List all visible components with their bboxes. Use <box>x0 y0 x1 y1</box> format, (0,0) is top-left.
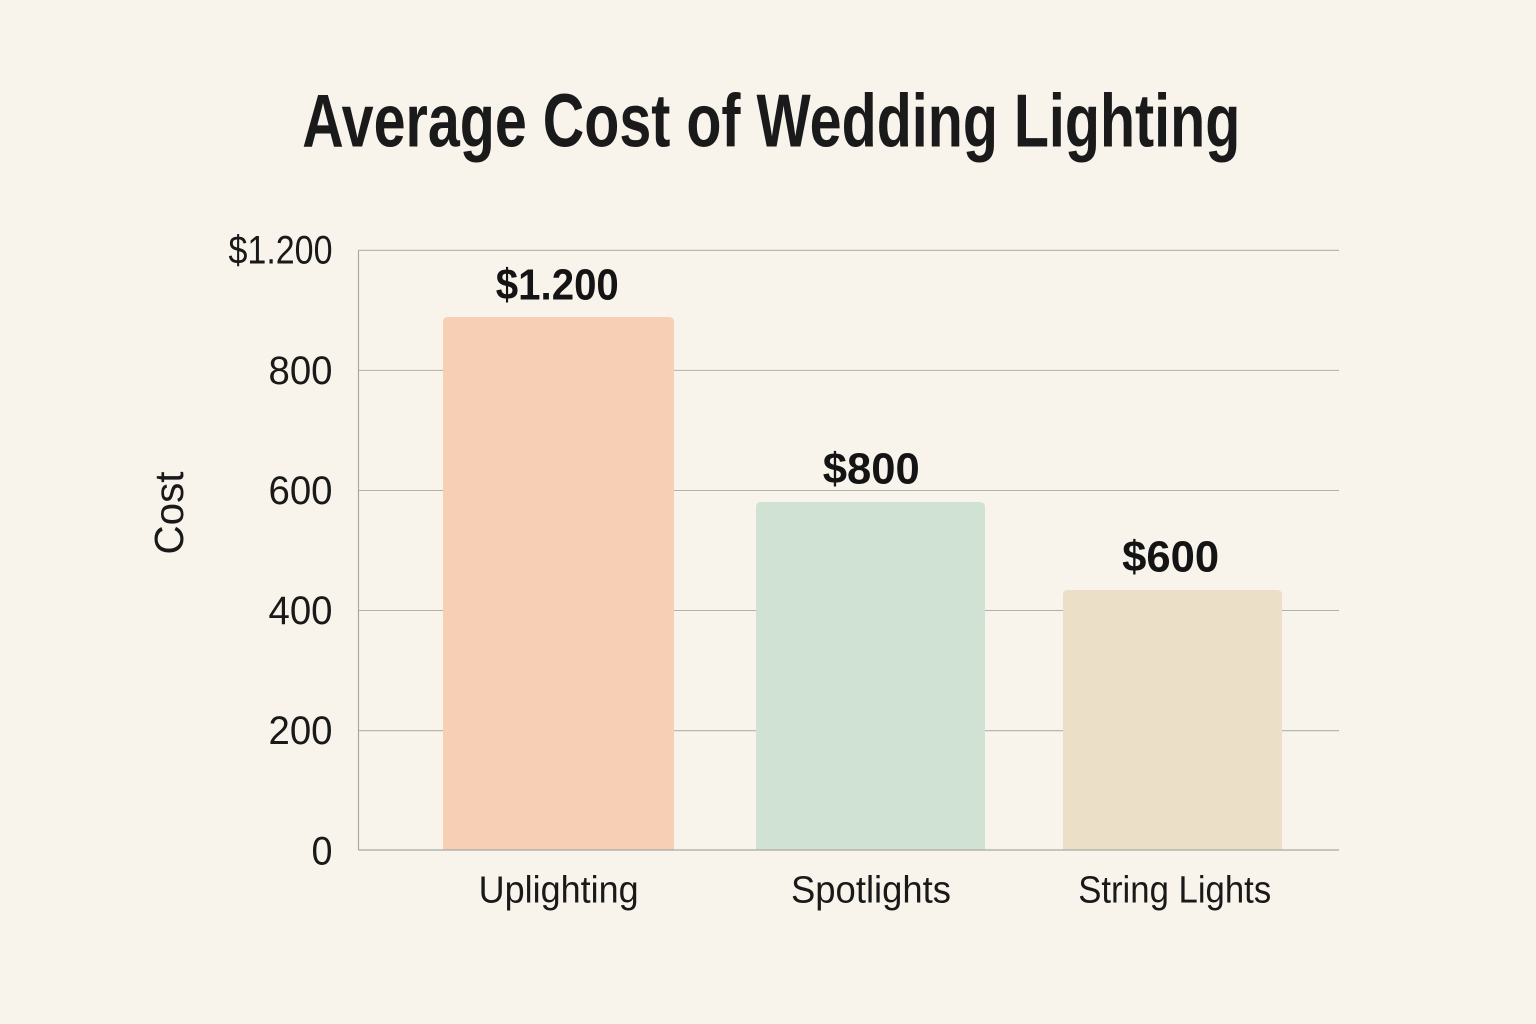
svg-text:0: 0 <box>312 829 333 873</box>
svg-text:$600: $600 <box>1122 533 1219 582</box>
svg-text:600: 600 <box>269 469 333 513</box>
svg-text:200: 200 <box>269 709 333 753</box>
svg-text:$1.200: $1.200 <box>229 229 333 273</box>
svg-text:800: 800 <box>269 349 333 393</box>
svg-text:$800: $800 <box>823 445 920 494</box>
svg-text:400: 400 <box>269 589 333 633</box>
svg-text:String Lights: String Lights <box>1078 870 1271 912</box>
svg-text:$1.200: $1.200 <box>496 261 619 310</box>
svg-text:Spotlights: Spotlights <box>791 870 951 912</box>
svg-text:Uplighting: Uplighting <box>479 870 639 912</box>
svg-text:Cost: Cost <box>146 471 192 555</box>
svg-text:Average Cost of Wedding Lighti: Average Cost of Wedding Lighting <box>302 79 1240 163</box>
